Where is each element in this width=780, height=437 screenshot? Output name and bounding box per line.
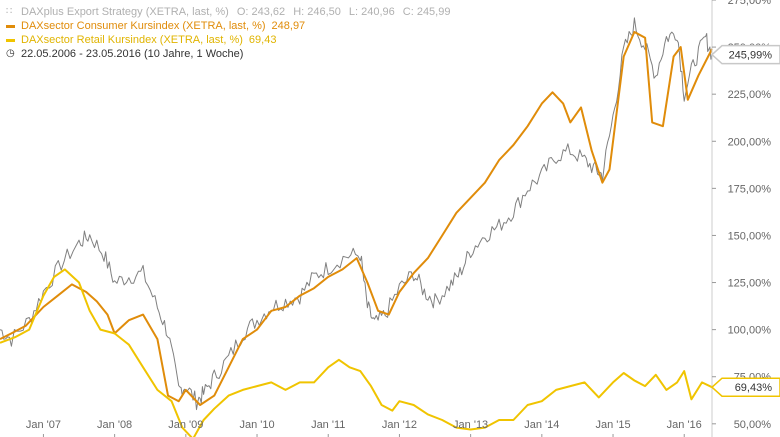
y-axis: 50,00%75,00%100,00%125,00%150,00%175,00%…	[711, 0, 772, 437]
x-tick-label: Jan '16	[667, 419, 702, 431]
legend-row-retail[interactable]: DAXsector Retail Kursindex (XETRA, last,…	[6, 33, 450, 47]
clock-icon: ◷	[6, 48, 15, 59]
legend-low-value: L: 240,96	[348, 6, 395, 18]
end-value-label-2: 69,43%	[735, 382, 773, 394]
x-tick-label: Jan '08	[97, 419, 132, 431]
legend-label-export-strategy: DAXplus Export Strategy (XETRA, last, %)	[21, 6, 229, 18]
chart-legend: ∷ DAXplus Export Strategy (XETRA, last, …	[6, 5, 450, 61]
x-tick-label: Jan '09	[168, 419, 203, 431]
legend-open-value: O: 243,62	[236, 6, 286, 18]
series-line-2	[0, 268, 713, 437]
series-layer	[0, 17, 713, 437]
legend-label-retail: DAXsector Retail Kursindex (XETRA, last,…	[21, 34, 243, 46]
series-line-0	[0, 17, 713, 411]
y-tick-label: 150,00%	[728, 230, 772, 242]
legend-value-retail: 69,43	[248, 34, 277, 46]
y-tick-label: 100,00%	[728, 325, 772, 337]
end-value-flag-0	[710, 44, 780, 65]
x-tick-label: Jan '11	[311, 419, 345, 431]
legend-row-consumer[interactable]: DAXsector Consumer Kursindex (XETRA, las…	[6, 19, 450, 33]
bar-chart-icon: ∷	[6, 6, 13, 17]
legend-swatch-consumer	[6, 24, 15, 28]
series-line-1	[0, 31, 713, 406]
x-tick-label: Jan '15	[595, 419, 630, 431]
y-tick-label: 175,00%	[728, 183, 772, 195]
x-tick-label: Jan '14	[524, 419, 559, 431]
legend-row-period: ◷ 22.05.2006 - 23.05.2016 (10 Jahre, 1 W…	[6, 47, 450, 61]
legend-row-export-strategy[interactable]: ∷ DAXplus Export Strategy (XETRA, last, …	[6, 5, 450, 19]
end-value-flag-2	[710, 377, 780, 397]
y-tick-label: 275,00%	[728, 0, 772, 7]
x-tick-label: Jan '12	[382, 419, 417, 431]
y-tick-label: 125,00%	[728, 278, 772, 290]
y-tick-label: 200,00%	[728, 136, 772, 148]
x-tick-label: Jan '13	[453, 419, 488, 431]
x-tick-label: Jan '10	[239, 419, 274, 431]
end-value-label-0: 245,99%	[729, 50, 773, 62]
legend-label-consumer: DAXsector Consumer Kursindex (XETRA, las…	[21, 20, 266, 32]
x-axis: Jan '07 Jan '08 Jan '09 Jan '10 Jan '11 Jan '…	[26, 419, 702, 437]
y-tick-label: 50,00%	[734, 419, 772, 431]
legend-value-consumer: 248,97	[271, 20, 306, 32]
legend-high-value: H: 246,50	[293, 6, 341, 18]
y-tick-label: 225,00%	[728, 89, 772, 101]
legend-close-value: C: 245,99	[402, 6, 451, 18]
end-value-flags: 245,99% 69,43%	[710, 44, 780, 397]
x-tick-label: Jan '07	[26, 419, 61, 431]
legend-swatch-retail	[6, 38, 15, 42]
legend-period-label: 22.05.2006 - 23.05.2016 (10 Jahre, 1 Woc…	[21, 48, 244, 60]
